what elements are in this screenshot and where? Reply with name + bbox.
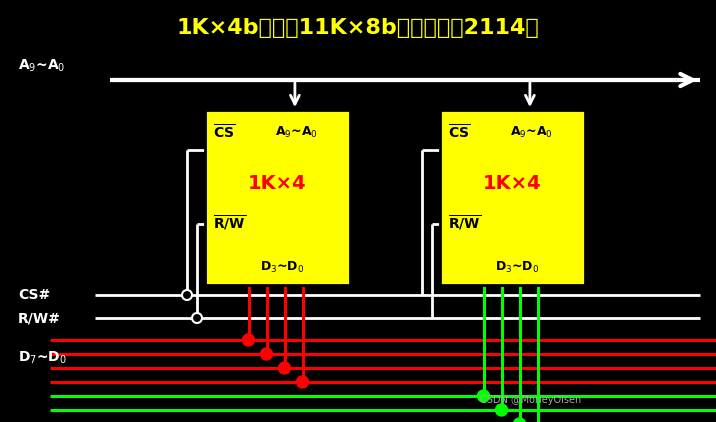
Text: 1K×4: 1K×4 — [248, 174, 307, 193]
Text: A$_9$~A$_0$: A$_9$~A$_0$ — [18, 57, 65, 74]
Circle shape — [513, 418, 526, 422]
Circle shape — [243, 334, 254, 346]
Text: 1K×4: 1K×4 — [483, 174, 542, 193]
Circle shape — [495, 404, 508, 416]
Text: $\overline{\mathbf{R/W}}$: $\overline{\mathbf{R/W}}$ — [213, 214, 246, 233]
Bar — [205, 110, 350, 285]
Text: CSDN @MorleyOlsen: CSDN @MorleyOlsen — [480, 395, 581, 405]
Text: D$_3$~D$_0$: D$_3$~D$_0$ — [260, 260, 304, 275]
Text: A$_9$~A$_0$: A$_9$~A$_0$ — [510, 124, 553, 140]
Circle shape — [478, 390, 490, 402]
Bar — [440, 110, 585, 285]
Text: $\overline{\mathbf{CS}}$: $\overline{\mathbf{CS}}$ — [448, 123, 470, 141]
Text: A$_9$~A$_0$: A$_9$~A$_0$ — [275, 124, 318, 140]
Text: R/W#: R/W# — [18, 311, 61, 325]
Text: D$_3$~D$_0$: D$_3$~D$_0$ — [495, 260, 539, 275]
Text: CS#: CS# — [18, 288, 50, 302]
Text: $\overline{\mathbf{CS}}$: $\overline{\mathbf{CS}}$ — [213, 123, 235, 141]
Circle shape — [296, 376, 309, 388]
Text: D$_7$~D$_0$: D$_7$~D$_0$ — [18, 350, 67, 366]
Circle shape — [192, 313, 202, 323]
Text: 1K×4b扩展成11K×8b，需要两片2114。: 1K×4b扩展成11K×8b，需要两片2114。 — [177, 18, 539, 38]
Circle shape — [182, 290, 192, 300]
Text: $\overline{\mathbf{R/W}}$: $\overline{\mathbf{R/W}}$ — [448, 214, 481, 233]
Circle shape — [279, 362, 291, 374]
Circle shape — [261, 348, 273, 360]
